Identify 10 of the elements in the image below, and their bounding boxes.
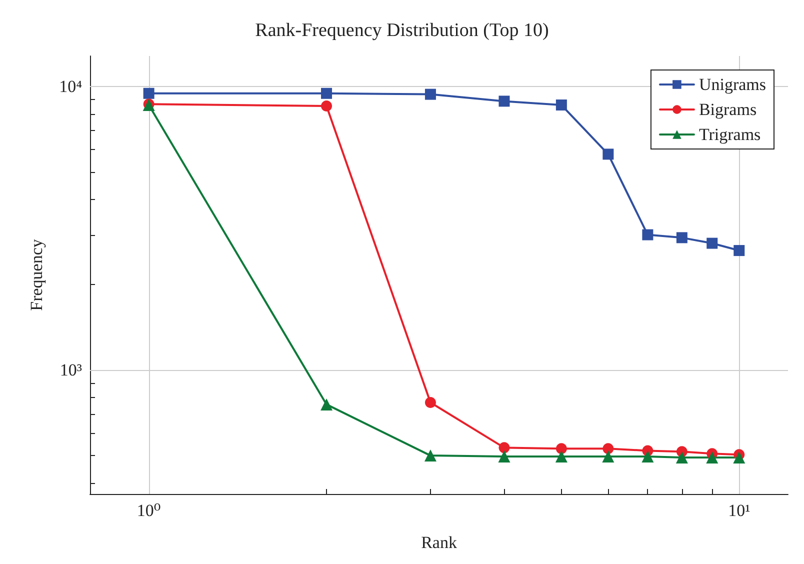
legend-label: Bigrams <box>698 100 757 119</box>
legend-label: Unigrams <box>698 75 766 94</box>
x-tick-label: 10¹ <box>728 501 750 520</box>
x-tick-label: 10⁰ <box>136 501 161 520</box>
x-axis-title: Rank <box>421 533 458 552</box>
legend-label: Trigrams <box>698 125 761 144</box>
y-axis-title: Frequency <box>27 238 46 311</box>
chart-title: Rank-Frequency Distribution (Top 10) <box>255 20 549 41</box>
y-tick-label: 10³ <box>60 360 82 380</box>
y-tick-label: 10⁴ <box>59 76 82 96</box>
